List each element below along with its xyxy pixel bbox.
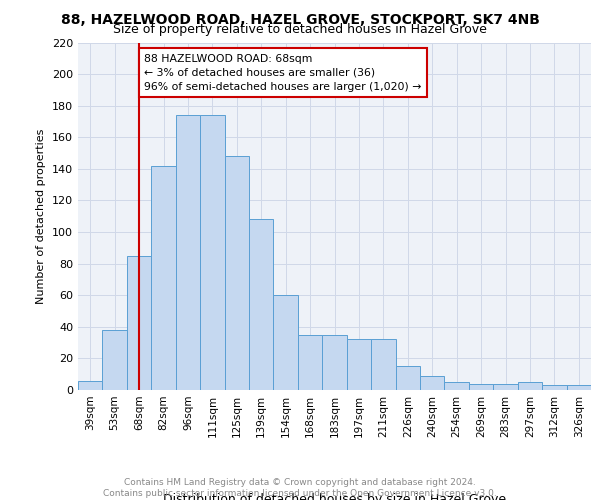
Bar	[249, 220, 274, 390]
Bar	[469, 384, 493, 390]
Bar	[78, 380, 103, 390]
Bar	[224, 156, 249, 390]
Bar	[445, 382, 469, 390]
Bar	[566, 386, 591, 390]
Bar	[176, 115, 200, 390]
Text: 88 HAZELWOOD ROAD: 68sqm
← 3% of detached houses are smaller (36)
96% of semi-de: 88 HAZELWOOD ROAD: 68sqm ← 3% of detache…	[144, 54, 421, 92]
Bar	[298, 334, 322, 390]
Y-axis label: Number of detached properties: Number of detached properties	[37, 128, 46, 304]
Bar	[200, 115, 224, 390]
Text: 88, HAZELWOOD ROAD, HAZEL GROVE, STOCKPORT, SK7 4NB: 88, HAZELWOOD ROAD, HAZEL GROVE, STOCKPO…	[61, 12, 539, 26]
Bar	[542, 386, 566, 390]
Bar	[347, 340, 371, 390]
Text: Contains HM Land Registry data © Crown copyright and database right 2024.
Contai: Contains HM Land Registry data © Crown c…	[103, 478, 497, 498]
Bar	[395, 366, 420, 390]
Bar	[420, 376, 445, 390]
Bar	[322, 334, 347, 390]
Bar	[151, 166, 176, 390]
X-axis label: Distribution of detached houses by size in Hazel Grove: Distribution of detached houses by size …	[163, 492, 506, 500]
Text: Size of property relative to detached houses in Hazel Grove: Size of property relative to detached ho…	[113, 22, 487, 36]
Bar	[371, 340, 395, 390]
Bar	[518, 382, 542, 390]
Bar	[274, 295, 298, 390]
Bar	[103, 330, 127, 390]
Bar	[493, 384, 518, 390]
Bar	[127, 256, 151, 390]
